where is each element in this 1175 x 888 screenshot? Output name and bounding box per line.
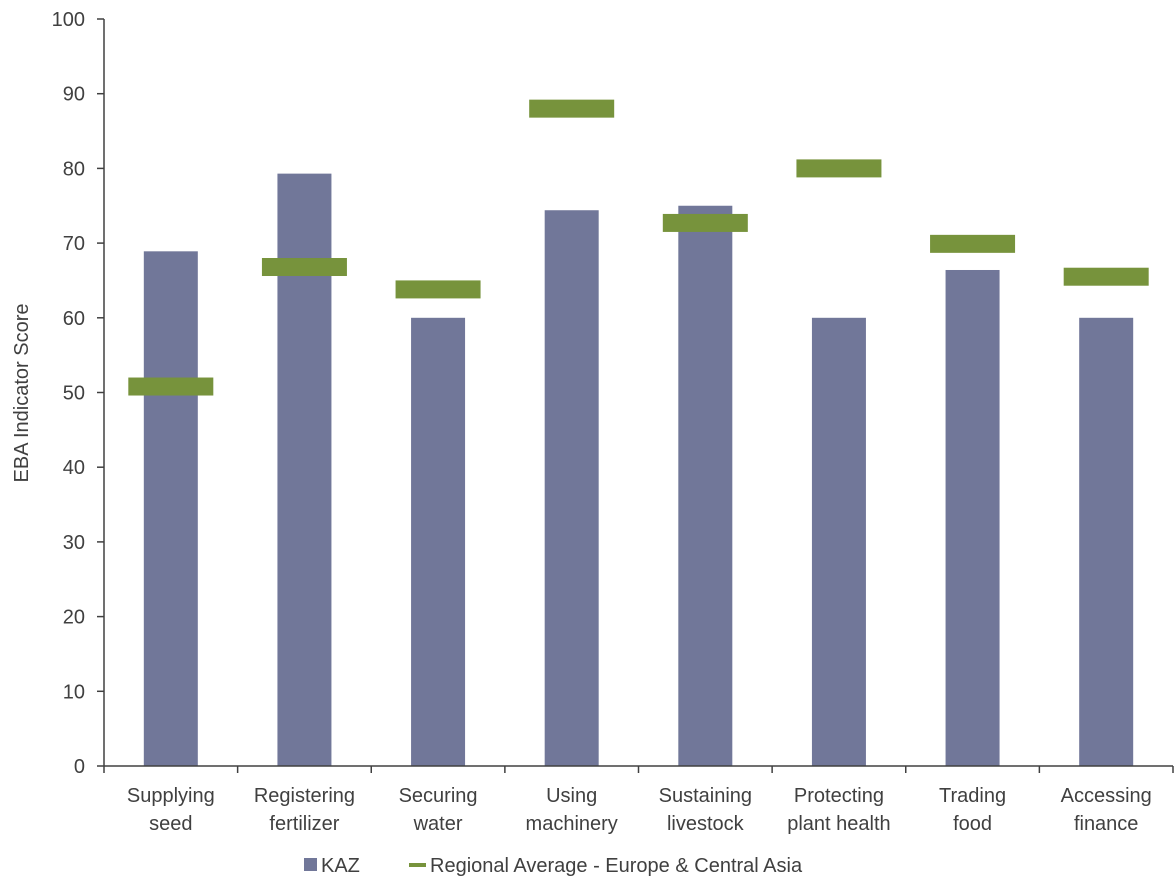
legend-label-regional-average: Regional Average - Europe & Central Asia (430, 855, 803, 877)
y-tick-label: 70 (63, 233, 85, 255)
bar-kaz (945, 269, 1000, 766)
x-tick-label: Sustaining (659, 785, 752, 807)
marker-regional-average (128, 377, 214, 396)
x-tick-label: Supplying (127, 785, 215, 807)
y-axis: 0 10 20 30 40 50 60 70 80 90 100 (52, 9, 105, 778)
legend: KAZ Regional Average - Europe & Central A… (304, 855, 803, 877)
marker-regional-average (1063, 267, 1149, 286)
bar-kaz (411, 317, 466, 766)
marker-regional-average (395, 280, 481, 299)
bar-kaz (811, 317, 866, 766)
legend-label-kaz: KAZ (321, 855, 360, 877)
x-tick-label: machinery (526, 813, 618, 835)
y-tick-label: 30 (63, 532, 85, 554)
x-tick-label: fertilizer (269, 813, 339, 835)
bar-kaz (544, 210, 599, 766)
marker-regional-average (930, 234, 1016, 253)
legend-swatch-regional-average (409, 863, 426, 867)
y-tick-label: 80 (63, 158, 85, 180)
x-tick-label: plant health (787, 813, 890, 835)
y-tick-label: 20 (63, 607, 85, 629)
y-tick-label: 0 (74, 756, 85, 778)
y-tick-label: 90 (63, 84, 85, 106)
bar-kaz (678, 205, 733, 766)
marker-regional-average (529, 99, 615, 118)
y-tick-label: 10 (63, 681, 85, 703)
marker-regional-average (796, 159, 882, 178)
legend-swatch-kaz (304, 858, 317, 871)
x-tick-label: livestock (667, 813, 745, 835)
marker-regional-average (261, 258, 347, 277)
x-tick-label: food (953, 813, 992, 835)
y-axis-label: EBA Indicator Score (11, 304, 33, 483)
marker-regional-average (662, 213, 748, 232)
x-tick-label: finance (1074, 813, 1139, 835)
x-tick-label: Protecting (794, 785, 884, 807)
x-axis: Supplying seed Registering fertilizer Securi… (103, 765, 1174, 835)
y-tick-label: 100 (52, 9, 85, 31)
bar-kaz (1079, 317, 1134, 766)
x-tick-label: water (413, 813, 463, 835)
y-tick-label: 50 (63, 383, 85, 405)
plot-area (128, 99, 1149, 766)
x-tick-label: seed (149, 813, 192, 835)
x-tick-label: Trading (939, 785, 1006, 807)
x-tick-label: Using (546, 785, 597, 807)
y-tick-label: 60 (63, 308, 85, 330)
bar-kaz (143, 251, 198, 766)
x-tick-label: Securing (399, 785, 478, 807)
x-tick-label: Registering (254, 785, 355, 807)
y-tick-label: 40 (63, 457, 85, 479)
x-tick-label: Accessing (1061, 785, 1152, 807)
